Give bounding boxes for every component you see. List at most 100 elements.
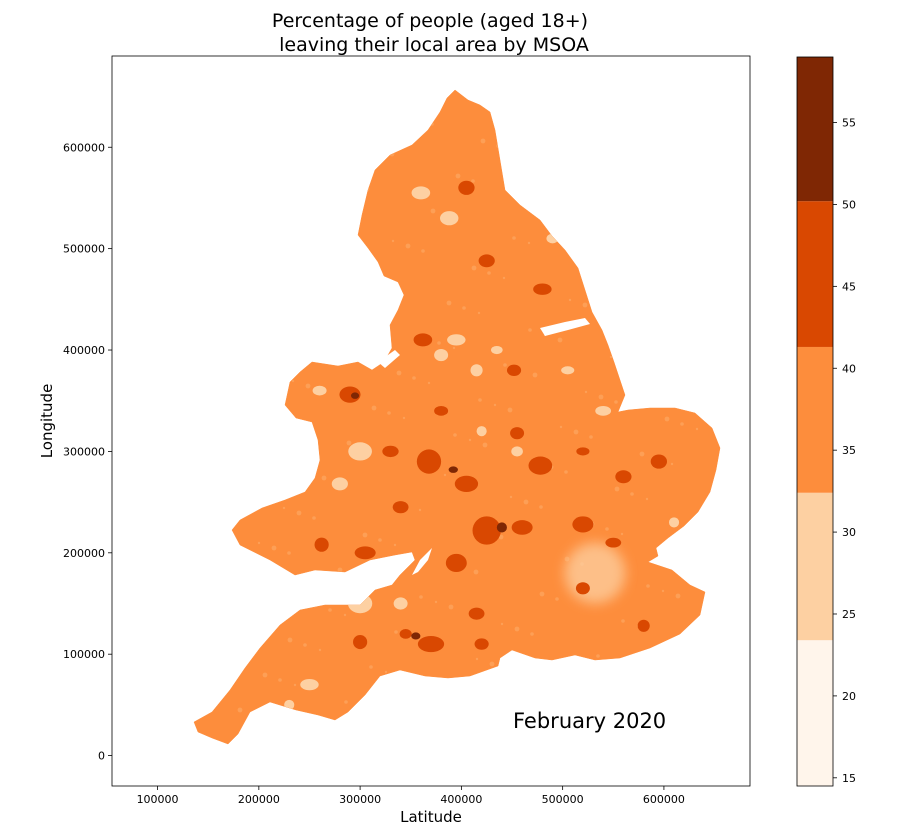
colorbar-tick-label: 30 [842, 526, 856, 539]
date-annotation: February 2020 [513, 709, 666, 733]
msoa-boundary-speckle [480, 138, 486, 144]
msoa-boundary-speckle [312, 516, 316, 520]
msoa-boundary-speckle [605, 527, 609, 531]
msoa-boundary-speckle [620, 532, 624, 536]
msoa-region [478, 254, 495, 268]
msoa-boundary-speckle [664, 416, 670, 422]
msoa-region [434, 349, 449, 362]
estuary-water [412, 548, 432, 575]
msoa-region [454, 475, 479, 492]
msoa-boundary-speckle [427, 381, 431, 385]
colorbar-bin [797, 201, 833, 347]
msoa-boundary-speckle [527, 241, 531, 245]
msoa-boundary-speckle [402, 416, 406, 420]
msoa-boundary-speckle [452, 346, 456, 350]
msoa-boundary-speckle [448, 604, 454, 610]
msoa-boundary-speckle [412, 376, 416, 380]
colorbar-tick-label: 15 [842, 772, 856, 785]
msoa-boundary-speckle [582, 302, 588, 308]
msoa-boundary-speckle [278, 678, 282, 682]
msoa-region [491, 345, 503, 355]
msoa-boundary-speckle [482, 442, 488, 448]
y-axis: 0 100000 200000 300000 400000 500000 600000 [63, 141, 112, 763]
x-axis: 100000 200000 300000 400000 500000 600000 [137, 786, 685, 806]
msoa-boundary-speckle [346, 440, 352, 446]
msoa-boundary-speckle [500, 622, 504, 626]
msoa-region [506, 364, 522, 376]
msoa-region [474, 638, 489, 650]
y-tick-label: 600000 [63, 141, 105, 154]
msoa-boundary-speckle [614, 486, 620, 492]
msoa-boundary-speckle [468, 438, 472, 442]
msoa-boundary-speckle [621, 619, 625, 623]
y-tick-label: 100000 [63, 648, 105, 661]
y-tick-label: 400000 [63, 344, 105, 357]
msoa-region [468, 607, 485, 620]
y-tick-label: 300000 [63, 445, 105, 458]
msoa-region [575, 582, 590, 595]
msoa-region [528, 456, 553, 475]
msoa-boundary-speckle [609, 355, 613, 359]
msoa-boundary-speckle [453, 433, 457, 437]
estuaries [378, 318, 590, 674]
chart-title-line-1: Percentage of people (aged 18+) [272, 10, 588, 32]
msoa-boundary-speckle [393, 543, 397, 547]
msoa-boundary-speckle [477, 311, 481, 315]
msoa-boundary-speckle [328, 608, 332, 612]
msoa-boundary-speckle [287, 551, 291, 555]
x-tick-label: 100000 [137, 793, 179, 806]
msoa-boundary-speckle [489, 661, 495, 667]
msoa-region [595, 406, 612, 416]
msoa-region [411, 632, 421, 640]
colorbar: 15 20 25 30 35 40 45 50 55 [796, 56, 856, 787]
msoa-boundary-speckle [630, 492, 634, 496]
msoa-boundary-speckle [528, 328, 532, 332]
msoa-region [331, 477, 348, 491]
colorbar-tick-label: 35 [842, 444, 856, 457]
estuary-water [500, 658, 528, 674]
msoa-boundary-speckle [557, 337, 563, 343]
msoa-region [615, 470, 632, 484]
msoa-region [447, 334, 466, 346]
msoa-region [413, 333, 433, 347]
msoa-region [392, 501, 409, 514]
msoa-boundary-speckle [645, 497, 649, 501]
msoa-region [650, 454, 668, 469]
chart-title-line-2: leaving their local area by MSOA [279, 34, 589, 56]
msoa-region [605, 537, 622, 548]
msoa-boundary-speckle [237, 707, 243, 713]
msoa-region [561, 366, 575, 375]
msoa-boundary-speckle [507, 407, 513, 413]
msoa-region [496, 522, 507, 533]
msoa-boundary-speckle [462, 306, 466, 310]
colorbar-tick-label: 45 [842, 280, 856, 293]
msoa-region [511, 446, 523, 457]
msoa-boundary-speckle [471, 179, 475, 183]
x-tick-label: 600000 [643, 793, 685, 806]
msoa-boundary-speckle [384, 670, 388, 674]
msoa-region [458, 180, 475, 195]
msoa-boundary-speckle [680, 422, 684, 426]
msoa-boundary-speckle [514, 626, 520, 632]
msoa-boundary-speckle [434, 600, 438, 604]
msoa-boundary-speckle [503, 363, 507, 367]
msoa-region [393, 597, 408, 610]
msoa-boundary-speckle [478, 398, 482, 402]
msoa-region [411, 186, 431, 200]
msoa-region [470, 364, 483, 377]
msoa-region [382, 445, 399, 458]
msoa-boundary-speckle [291, 379, 295, 383]
msoa-boundary-speckle [493, 403, 497, 407]
x-tick-label: 400000 [440, 793, 482, 806]
msoa-region [312, 385, 327, 396]
msoa-boundary-speckle [343, 613, 347, 617]
y-axis-label: Longitude [38, 384, 56, 459]
msoa-boundary-speckle [421, 249, 425, 253]
msoa-boundary-speckle [391, 239, 395, 243]
msoa-boundary-speckle [646, 584, 650, 588]
msoa-boundary-speckle [614, 400, 618, 404]
msoa-boundary-speckle [378, 538, 382, 542]
msoa-boundary-speckle [362, 532, 368, 538]
msoa-region [637, 619, 650, 632]
